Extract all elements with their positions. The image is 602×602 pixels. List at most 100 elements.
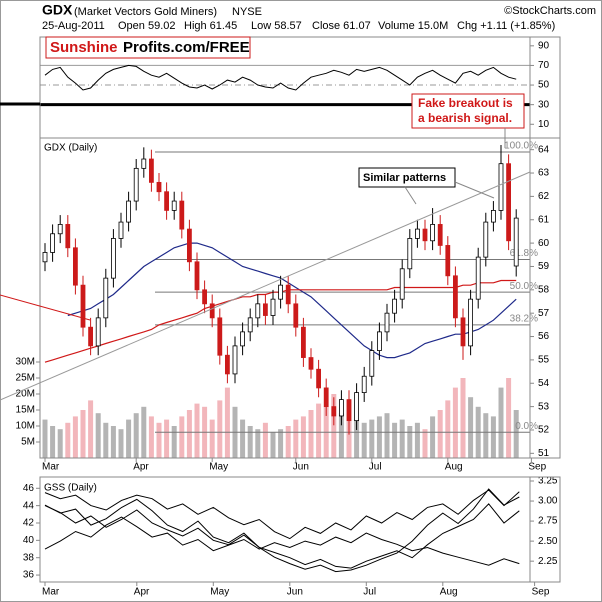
callout-box: [411, 93, 525, 129]
y-tick-label: 59: [538, 261, 550, 272]
candle-body: [278, 284, 284, 300]
high: High 61.45: [184, 20, 237, 32]
y-tick-label: 44: [23, 500, 35, 511]
volume-bar: [369, 419, 375, 458]
panel-title: GSS (Daily): [44, 483, 97, 494]
volume-bar: [293, 419, 299, 458]
price-panel: [39, 137, 561, 459]
gss-line: [44, 516, 520, 566]
x-tick-label: May: [210, 587, 229, 598]
volume-bar: [452, 387, 458, 458]
candle-body: [293, 303, 299, 328]
volume-bar: [57, 429, 63, 458]
candle-body: [346, 399, 352, 422]
volume-bar: [354, 419, 360, 458]
candle-body: [331, 406, 337, 417]
candle-body: [224, 354, 230, 375]
candle-body: [141, 158, 147, 169]
candle-body: [50, 233, 55, 253]
candle-body: [247, 317, 253, 333]
volume-bar: [498, 387, 504, 458]
candle-body: [73, 247, 78, 286]
candle-body: [300, 326, 306, 358]
x-tick-label: Jun: [293, 462, 309, 473]
candle-body: [354, 392, 360, 422]
volume-bar: [392, 422, 398, 458]
volume-bar: [316, 403, 322, 458]
volume-bar: [262, 422, 268, 458]
volume-bar: [506, 378, 512, 458]
volume-bar: [164, 419, 170, 458]
volume-bar: [65, 422, 71, 458]
candle-body: [156, 181, 162, 193]
x-tick-label: May: [209, 462, 228, 473]
volume-bar: [399, 419, 405, 458]
fund-name: (Market Vectors Gold Miners): [74, 6, 217, 18]
volume-bar: [156, 422, 162, 458]
volume: Volume 15.0M: [378, 20, 448, 32]
volume-bar: [513, 410, 519, 458]
y2-tick-label: 3.25: [538, 476, 558, 487]
note-arrow: [454, 181, 495, 199]
candle-body: [171, 200, 177, 211]
volume-bar: [430, 416, 436, 458]
volume-tick-label: 10M: [16, 421, 35, 432]
volume-bar: [224, 387, 230, 458]
volume-bar: [72, 416, 78, 458]
candle-body: [407, 238, 413, 270]
y-tick-label: 56: [538, 331, 550, 342]
y-tick-label: 38: [23, 552, 35, 563]
candle-body: [164, 191, 170, 211]
volume-bar: [331, 394, 337, 458]
volume-bar: [110, 426, 116, 458]
volume-bar: [255, 429, 261, 458]
candle-body: [88, 326, 93, 347]
symbol: GDX: [42, 2, 73, 18]
source: ©StockCharts.com: [504, 5, 596, 17]
volume-bar: [407, 426, 413, 458]
volume-bar: [247, 426, 253, 458]
volume-bar: [118, 429, 124, 458]
candle-body: [270, 298, 276, 316]
y-tick-label: 42: [23, 518, 35, 529]
y-tick-label: 30: [538, 99, 550, 110]
candle-body: [498, 163, 504, 211]
candle-body: [95, 317, 101, 347]
volume-bar: [278, 429, 284, 458]
x-tick-label: Sep: [528, 462, 546, 473]
candle-body: [437, 224, 443, 246]
y2-tick-label: 2.75: [538, 516, 558, 527]
volume-bar: [141, 406, 147, 458]
candle-body: [308, 357, 314, 370]
candle-body: [262, 303, 268, 316]
x-tick-label: Jun: [287, 587, 303, 598]
low: Low 58.57: [251, 20, 302, 32]
volume-bar: [103, 422, 109, 458]
callout-text: Fake breakout is: [418, 96, 513, 110]
volume-bar: [300, 416, 306, 458]
candle-body: [384, 312, 390, 333]
y2-tick-label: 2.25: [538, 556, 558, 567]
candle-body: [240, 331, 246, 347]
candle-body: [65, 224, 71, 249]
volume-bar: [42, 419, 48, 458]
volume-bar: [240, 419, 246, 458]
y-tick-label: 64: [538, 144, 550, 155]
moving-average: [67, 242, 517, 359]
volume-bar: [437, 410, 443, 458]
volume-bar: [126, 419, 132, 458]
volume-bar: [133, 413, 139, 458]
volume-bar: [50, 426, 56, 458]
date: 25-Aug-2011: [42, 20, 105, 32]
gss-line: [44, 488, 520, 573]
logo-site: Profits.com/FREE: [123, 39, 250, 56]
candle-body: [483, 221, 489, 258]
candle-body: [513, 217, 519, 267]
volume-bar: [148, 416, 154, 458]
y-tick-label: 63: [538, 168, 550, 179]
y-tick-label: 36: [23, 570, 35, 581]
close: Close 61.07: [312, 20, 371, 32]
volume-bar: [80, 410, 86, 458]
